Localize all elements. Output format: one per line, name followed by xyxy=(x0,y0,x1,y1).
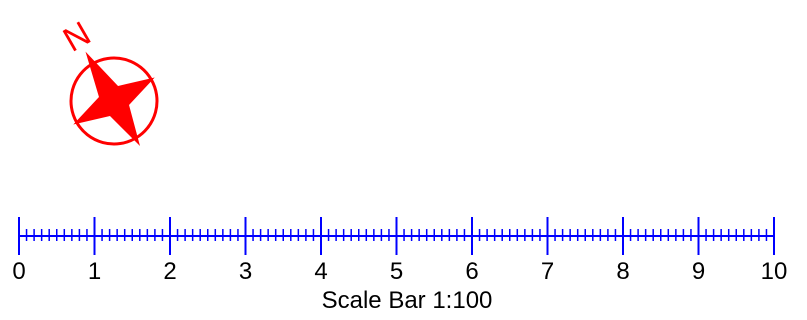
scale-bar-tick-label: 2 xyxy=(163,258,176,285)
scale-bar-tick-label: 7 xyxy=(541,258,554,285)
north-letter: N xyxy=(57,14,97,59)
scale-bar-tick-label: 0 xyxy=(12,258,25,285)
scale-bar-tick-label: 1 xyxy=(88,258,101,285)
scale-bar-tick-label: 3 xyxy=(239,258,252,285)
scale-bar-tick-label: 5 xyxy=(390,258,403,285)
scale-bar-tick-label: 4 xyxy=(314,258,327,285)
scale-bar-tick-label: 8 xyxy=(616,258,629,285)
scale-bar-minor-ticks xyxy=(25,229,768,241)
compass-star-icon xyxy=(73,51,155,147)
scale-bar: 0 1 2 3 4 5 6 7 8 9 10 xyxy=(12,217,787,285)
scale-bar-major-ticks xyxy=(18,217,775,255)
scale-bar-tick-label: 9 xyxy=(692,258,705,285)
scale-bar-tick-label: 6 xyxy=(465,258,478,285)
scale-bar-tick-label: 10 xyxy=(761,258,788,285)
north-arrow: N xyxy=(57,14,159,147)
scale-bar-labels: 0 1 2 3 4 5 6 7 8 9 10 xyxy=(12,258,787,285)
scale-bar-title: Scale Bar 1:100 xyxy=(322,287,493,314)
